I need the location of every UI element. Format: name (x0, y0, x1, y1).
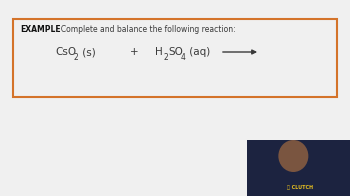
Bar (13, 19, 337, 97)
Text: SO: SO (168, 47, 183, 57)
Text: H: H (155, 47, 163, 57)
Text: CsO: CsO (55, 47, 76, 57)
Text: (aq): (aq) (186, 47, 210, 57)
Text: EXAMPLE: EXAMPLE (20, 25, 61, 34)
Text: +: + (130, 47, 139, 57)
Text: 2: 2 (163, 53, 168, 62)
Bar (247, 140, 350, 196)
Text: (s): (s) (79, 47, 96, 57)
Text: 2: 2 (74, 53, 79, 62)
Ellipse shape (278, 140, 308, 172)
Text: Ⓢ CLUTCH: Ⓢ CLUTCH (287, 185, 314, 191)
Text: 4: 4 (181, 53, 186, 62)
Text: : Complete and balance the following reaction:: : Complete and balance the following rea… (56, 25, 236, 34)
